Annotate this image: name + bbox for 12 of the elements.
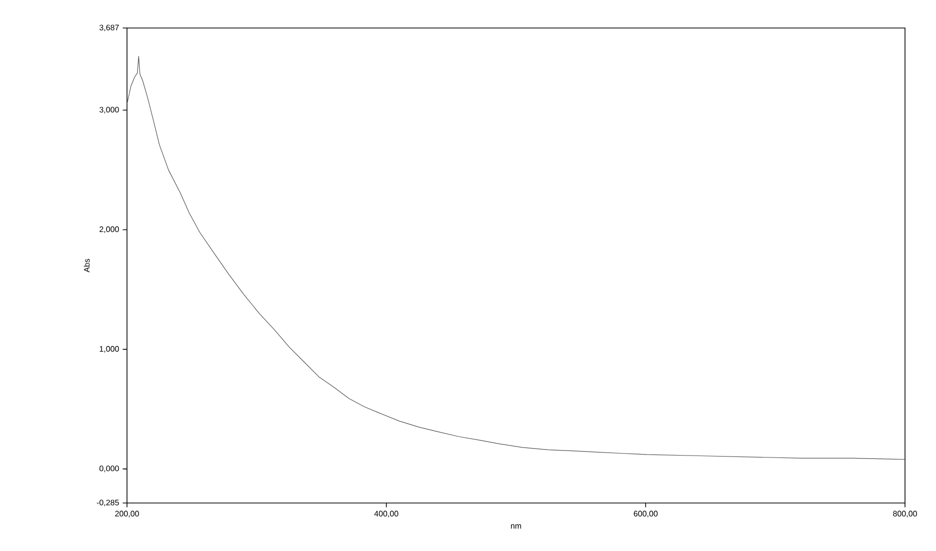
x-tick-label: 600,00 [634, 510, 658, 518]
y-tick-label: 0,000 [99, 466, 119, 472]
x-tick-label: 400,00 [374, 510, 398, 518]
y-tick-label: 3,000 [99, 106, 119, 114]
x-tick-label: 200,00 [115, 510, 139, 518]
y-axis-title: Abs [84, 258, 90, 272]
y-tick-label: 2,000 [100, 226, 119, 234]
y-tick-label: 3,687 [99, 24, 119, 32]
y-tick-label: -0,285 [96, 500, 119, 506]
x-tick-label: 800,00 [893, 510, 917, 518]
y-tick-label: 1,000 [100, 346, 119, 353]
x-axis-title: nm [510, 524, 522, 529]
